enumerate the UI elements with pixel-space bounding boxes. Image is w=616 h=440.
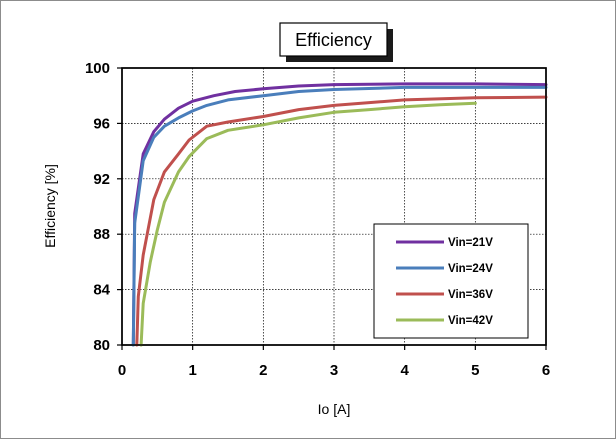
series-line-vin-21v [131,82,548,347]
y-tick-label: 92 [93,171,110,188]
x-tick-label: 6 [542,362,550,379]
chart-title-group: Efficiency [279,22,393,62]
series-line-vin-24v [131,85,548,347]
x-tick-label: 3 [330,362,338,379]
x-axis-ticks: 0 1 2 3 4 5 6 [118,345,550,379]
x-tick-label: 0 [118,362,126,379]
legend: Vin=21V Vin=24V Vin=36V Vin=42V [373,223,529,339]
y-tick-label: 80 [93,337,110,354]
x-tick-label: 2 [259,362,267,379]
gridlines [122,68,546,345]
title-box [279,22,388,57]
y-axis-label: Efficiency [%] [42,164,58,248]
x-tick-label: 1 [188,362,196,379]
plot-border [121,67,547,346]
y-tick-label: 100 [85,60,110,77]
legend-label: Vin=36V [448,289,493,301]
series-lines [131,82,548,347]
y-axis-ticks: 80 84 88 92 96 100 [85,60,122,354]
legend-label: Vin=21V [448,237,493,249]
series-line-vin-42v [139,101,477,347]
x-tick-label: 4 [400,362,409,379]
legend-label: Vin=24V [448,263,493,275]
chart-title: Efficiency [295,30,372,50]
y-tick-label: 96 [93,115,110,132]
y-tick-label: 84 [93,282,110,299]
x-tick-label: 5 [471,362,479,379]
legend-label: Vin=42V [448,315,493,327]
y-tick-label: 88 [93,226,110,243]
x-axis-label: Io [A] [318,401,351,417]
series-line-vin-36v [135,95,548,347]
